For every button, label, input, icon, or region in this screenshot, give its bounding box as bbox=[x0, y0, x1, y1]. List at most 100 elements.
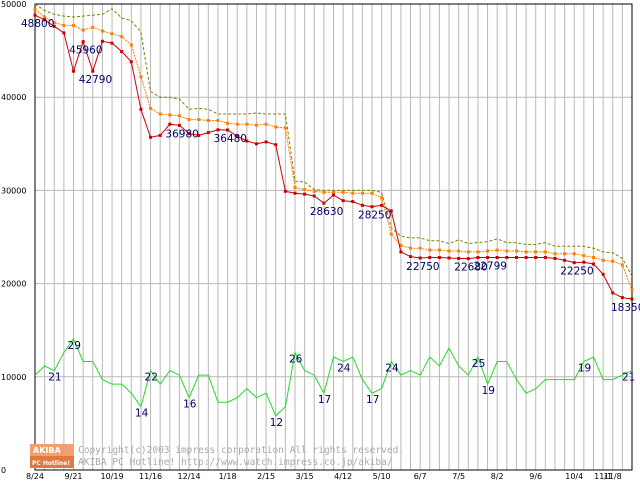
point-min bbox=[303, 192, 307, 196]
point-average bbox=[91, 25, 95, 29]
series-line-max bbox=[34, 3, 633, 277]
point-average bbox=[466, 250, 470, 254]
point-average bbox=[457, 249, 461, 253]
point-min bbox=[197, 133, 201, 137]
point-min bbox=[572, 261, 576, 265]
logo-text: AKIBA bbox=[33, 446, 61, 455]
point-min bbox=[543, 256, 547, 260]
point-average bbox=[322, 190, 326, 194]
point-min bbox=[514, 256, 518, 260]
point-average bbox=[177, 114, 181, 118]
point-average bbox=[409, 246, 413, 250]
y-tick-label: 40000 bbox=[1, 93, 26, 102]
point-average bbox=[62, 23, 66, 27]
x-tick-label: 2/15 bbox=[257, 472, 275, 480]
x-tick-label: 4/12 bbox=[334, 472, 352, 480]
point-min bbox=[245, 139, 249, 143]
point-min bbox=[524, 256, 528, 260]
price-label: 36980 bbox=[165, 128, 198, 140]
point-min bbox=[81, 40, 85, 44]
x-tick-label: 8/24 bbox=[26, 472, 44, 480]
x-tick-label: 6/7 bbox=[414, 472, 427, 480]
x-tick-label: 11/16 bbox=[139, 472, 162, 480]
point-average bbox=[505, 249, 509, 253]
shop-count-label: 16 bbox=[183, 399, 197, 411]
point-min bbox=[33, 13, 37, 17]
point-min bbox=[553, 256, 557, 260]
point-min bbox=[322, 201, 326, 205]
point-min bbox=[360, 203, 364, 207]
shop-count-label: 24 bbox=[337, 363, 351, 375]
point-min bbox=[389, 209, 393, 213]
point-average bbox=[197, 118, 201, 122]
point-min bbox=[283, 189, 287, 193]
copyright-line-1: Copyright(c)2003 impress corporation All… bbox=[78, 445, 404, 456]
shop-count-label: 26 bbox=[289, 353, 303, 365]
price-label: 22750 bbox=[406, 261, 439, 273]
point-min bbox=[601, 272, 605, 276]
point-average bbox=[591, 256, 595, 260]
point-average bbox=[486, 249, 490, 253]
point-min bbox=[264, 140, 268, 144]
point-min bbox=[139, 107, 143, 111]
x-tick-label: 3/15 bbox=[296, 472, 314, 480]
x-tick-label: 9/21 bbox=[65, 472, 83, 480]
point-average bbox=[110, 32, 114, 36]
footer: AKIBA PC Hotline! Copyright(c)2003 impre… bbox=[30, 444, 404, 468]
point-average bbox=[524, 250, 528, 254]
copyright-line-2: AKIBA PC Hotline! http://www.watch.impre… bbox=[78, 457, 393, 468]
point-average bbox=[611, 259, 615, 263]
logo-top-box bbox=[30, 444, 74, 456]
point-average bbox=[563, 252, 567, 256]
point-average bbox=[553, 252, 557, 256]
x-tick-label: 1/18 bbox=[219, 472, 237, 480]
point-average bbox=[418, 246, 422, 250]
point-average bbox=[380, 196, 384, 200]
point-average bbox=[158, 112, 162, 116]
point-average bbox=[360, 191, 364, 195]
point-average bbox=[303, 187, 307, 191]
plot-frame bbox=[34, 3, 633, 471]
series-line-shops bbox=[34, 337, 633, 417]
point-average bbox=[168, 113, 172, 117]
point-min bbox=[409, 255, 413, 259]
point-average bbox=[187, 118, 191, 122]
shop-count-label: 12 bbox=[270, 417, 283, 429]
y-axis-ticks: 0 10000 20000 30000 40000 50000 bbox=[1, 0, 26, 475]
price-label: 22250 bbox=[560, 266, 593, 278]
y-tick-label: 10000 bbox=[1, 373, 26, 382]
price-label: 18350 bbox=[611, 302, 640, 314]
point-average bbox=[351, 191, 355, 195]
point-min bbox=[177, 123, 181, 127]
point-min bbox=[100, 39, 104, 43]
point-min bbox=[254, 142, 258, 146]
shop-count-label: 21 bbox=[48, 372, 61, 384]
point-average bbox=[264, 122, 268, 126]
point-average bbox=[120, 35, 124, 39]
shop-count-label: 14 bbox=[135, 408, 149, 420]
point-min bbox=[129, 60, 133, 64]
point-average bbox=[620, 263, 624, 267]
point-average bbox=[332, 190, 335, 194]
point-min bbox=[380, 203, 384, 207]
data-labels: 48800 45960 42790 36980 36480 28630 28250 22750… bbox=[21, 18, 640, 429]
series-line-average bbox=[34, 9, 633, 291]
point-average bbox=[447, 249, 451, 253]
price-label: 48800 bbox=[21, 18, 54, 30]
point-min bbox=[351, 200, 355, 204]
point-min bbox=[62, 31, 66, 35]
point-average bbox=[534, 250, 538, 254]
price-label: 22799 bbox=[474, 261, 507, 273]
point-average bbox=[235, 122, 239, 126]
point-average bbox=[312, 189, 316, 193]
point-average bbox=[33, 8, 37, 12]
point-min bbox=[370, 205, 374, 209]
x-tick-label: 10/19 bbox=[101, 472, 124, 480]
point-average bbox=[293, 186, 297, 190]
point-average bbox=[52, 21, 56, 25]
point-min bbox=[418, 256, 422, 260]
shop-count-label: 17 bbox=[318, 394, 331, 406]
price-label: 45960 bbox=[69, 45, 102, 57]
